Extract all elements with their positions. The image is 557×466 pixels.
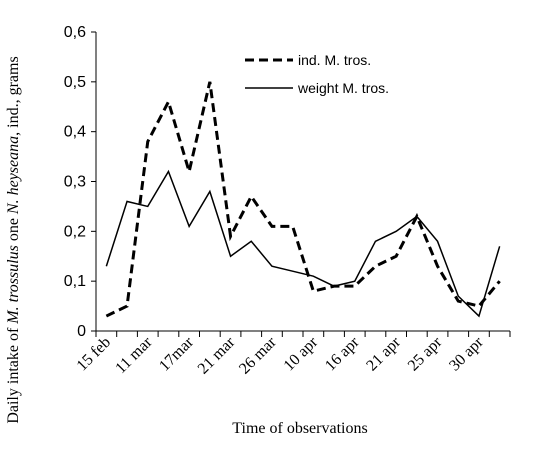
x-tick-label: 16 apr: [322, 333, 363, 374]
legend-label-1: ind. M. tros.: [298, 52, 371, 68]
x-tick-label: 11 mar: [112, 333, 156, 377]
x-tick-label: 21 apr: [363, 333, 404, 374]
x-tick-label: 17mar: [156, 333, 197, 374]
series-line-1: [105, 81, 501, 318]
y-tick-label: 0,5: [64, 74, 86, 91]
y-tick-label: 0: [77, 323, 86, 340]
y-axis-title-part: M. trossulus: [5, 245, 22, 325]
y-axis-title-part: one: [5, 214, 22, 245]
x-tick-label: 30 apr: [446, 333, 487, 374]
y-axis-title-part: , ind., grams: [5, 56, 22, 136]
y-tick-label: 0,6: [64, 24, 86, 41]
y-axis: 0 0,1 0,2 0,3 0,4 0,5 0,6: [64, 24, 97, 340]
y-tick-label: 0,3: [64, 174, 86, 191]
x-tick-label: 25 apr: [405, 333, 446, 374]
series-layer: [105, 81, 501, 318]
y-tick-label: 0,4: [64, 124, 86, 141]
x-axis-title: Time of observations: [232, 420, 367, 437]
y-tick-label: 0,1: [64, 273, 86, 290]
legend-label-2: weight M. tros.: [297, 80, 389, 96]
y-axis-title-part: Daily intake of: [5, 324, 22, 424]
x-tick-label: 26 mar: [236, 333, 280, 377]
y-axis-title: Daily intake of M. trossulus one N. heys…: [5, 56, 22, 423]
y-axis-title-part: N. heyseana: [5, 136, 22, 215]
x-tick-label: 21 mar: [195, 333, 239, 377]
y-tick-label: 0,2: [64, 223, 86, 240]
series-line-2: [105, 169, 501, 318]
legend: ind. M. tros. weight M. tros.: [245, 52, 389, 96]
x-tick-label: 10 apr: [281, 333, 322, 374]
